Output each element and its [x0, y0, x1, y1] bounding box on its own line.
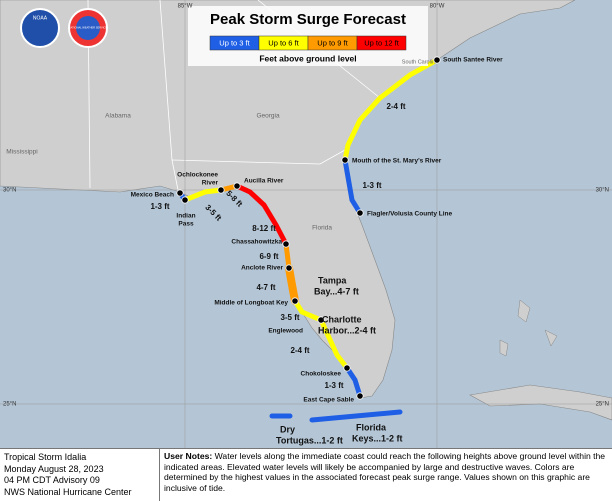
location-label: Indian — [176, 213, 195, 220]
surge-label: 1-3 ft — [150, 202, 169, 211]
surge-label: Keys...1-2 ft — [352, 433, 403, 443]
location-label: Middle of Longboat Key — [214, 300, 288, 307]
surge-label: 1-3 ft — [324, 381, 343, 390]
location-label: South Santee River — [443, 57, 503, 64]
location-label: Chokoloskee — [301, 371, 342, 378]
surge-label: Florida — [356, 422, 387, 432]
location-dot — [433, 56, 441, 64]
surge-label: 1-3 ft — [362, 181, 381, 190]
state-label: Alabama — [105, 113, 131, 120]
grid-label: 25°N — [596, 402, 609, 408]
bahamas — [499, 299, 558, 357]
location-dot — [341, 156, 349, 164]
surge-label: Charlotte — [322, 314, 362, 324]
cuba — [469, 384, 612, 421]
legend-label: Up to 12 ft — [364, 38, 400, 47]
legend-swatch — [356, 35, 407, 51]
legend-label: Up to 9 ft — [317, 38, 348, 47]
grid-label: 25°N — [3, 402, 16, 408]
state-label: Georgia — [256, 113, 280, 120]
surge-label: 2-4 ft — [290, 346, 309, 355]
surge-label: Dry — [280, 424, 295, 434]
footer: Tropical Storm Idalia Monday August 28, 2… — [0, 448, 612, 501]
location-label: Mouth of the St. Mary's River — [352, 158, 442, 165]
location-dot — [282, 240, 290, 248]
location-dot — [217, 186, 225, 194]
surge-label: 4-7 ft — [256, 283, 275, 292]
location-dot — [291, 297, 299, 305]
surge-label: 6-9 ft — [259, 252, 278, 261]
location-label: Pass — [178, 221, 194, 228]
nws-text: NATIONAL WEATHER SERVICE — [69, 26, 108, 30]
surge-label: Harbor...2-4 ft — [318, 325, 376, 335]
location-label: Ochlockonee — [177, 172, 218, 179]
surge-label: 3-5 ft — [280, 313, 299, 322]
location-label: Aucilla River — [244, 178, 284, 185]
location-dot — [285, 264, 293, 272]
advisory-line: Tropical Storm Idalia — [4, 452, 87, 462]
user-notes: User Notes: Water levels along the immed… — [160, 449, 612, 501]
state-label: Mississippi — [6, 149, 37, 156]
legend-caption: Feet above ground level — [259, 53, 356, 63]
location-dot — [356, 392, 364, 400]
location-dot — [356, 209, 364, 217]
location-dot — [181, 196, 189, 204]
location-label: Chassahowitzka — [231, 239, 282, 246]
advisory-line: 04 PM CDT Advisory 09 — [4, 475, 100, 485]
advisory-line: NWS National Hurricane Center — [4, 486, 132, 497]
surge-label: Tampa — [318, 275, 347, 285]
legend-label: Up to 6 ft — [268, 38, 299, 47]
notes-label: User Notes: — [164, 451, 213, 461]
grid-label: 30°N — [596, 188, 609, 194]
location-label: East Cape Sable — [303, 397, 354, 404]
advisory-info: Tropical Storm Idalia Monday August 28, 2… — [0, 449, 160, 501]
graticule — [0, 0, 612, 448]
grid-label: 80°W — [430, 4, 445, 10]
legend-label: Up to 3 ft — [219, 38, 250, 47]
location-dot — [343, 364, 351, 372]
surge-label: Bay...4-7 ft — [314, 286, 359, 296]
surge-label: Tortugas...1-2 ft — [276, 435, 343, 445]
surge-label: 8-12 ft — [252, 224, 276, 233]
grid-label: 30°N — [3, 188, 16, 194]
title: Peak Storm Surge Forecast — [210, 11, 406, 28]
location-label: Englewood — [268, 328, 303, 335]
location-label: Flagler/Volusia County Line — [367, 211, 452, 218]
state-label: Florida — [312, 225, 332, 232]
advisory-line: Monday August 28, 2023 — [4, 463, 104, 474]
grid-label: 85°W — [178, 4, 193, 10]
map: Peak Storm Surge Forecast Feet above gro… — [0, 0, 612, 448]
location-dot — [176, 189, 184, 197]
surge-label: 2-4 ft — [386, 102, 405, 111]
location-dot — [233, 182, 241, 190]
notes-text: Water levels along the immediate coast c… — [164, 451, 606, 493]
state-label: South Carolina — [402, 59, 439, 65]
location-dot — [317, 316, 325, 324]
noaa-logo — [20, 8, 60, 48]
location-label: River — [202, 180, 219, 187]
location-label: Mexico Beach — [131, 192, 174, 199]
noaa-text: NOAA — [33, 15, 48, 21]
location-label: Anclote River — [241, 265, 283, 272]
nws-logo-inner — [76, 16, 100, 40]
